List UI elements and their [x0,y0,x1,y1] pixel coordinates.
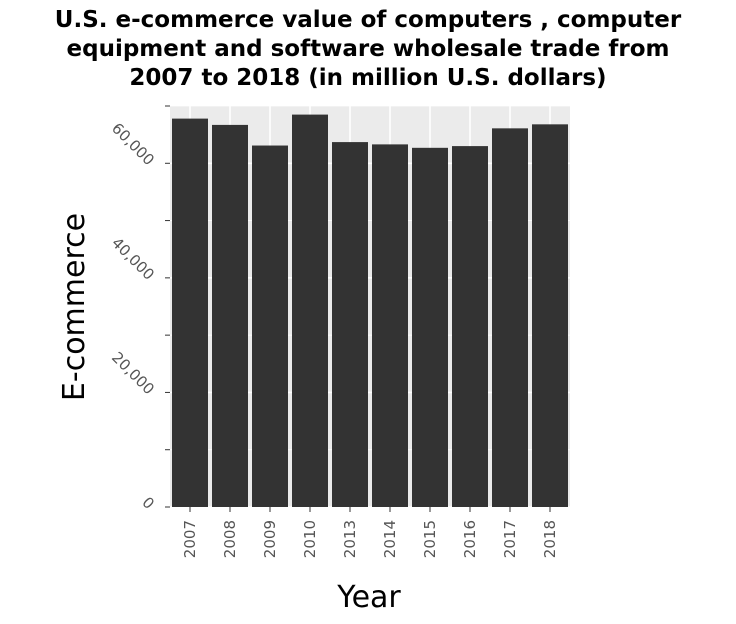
bars [172,114,568,508]
x-tick-label: 2009 [261,520,279,558]
y-axis-label: E-commerce [57,213,92,401]
x-tick-label: 2010 [301,520,319,558]
bar-2008 [212,124,248,507]
y-axis: 0 20,000 40,000 60,000 [108,105,170,513]
x-tick-label: 2013 [341,520,359,558]
y-tick-label: 20,000 [108,348,158,398]
x-tick-label: 2017 [501,520,519,558]
bar-2014 [372,144,408,508]
x-tick-label: 2016 [461,520,479,558]
x-tick-label: 2014 [381,520,399,558]
x-tick-label: 2018 [541,520,559,558]
chart-title-line-3: 2007 to 2018 (in million U.S. dollars) [129,65,607,91]
bar-2016 [452,146,488,507]
x-tick-label: 2015 [421,520,439,558]
y-tick-label: 40,000 [108,234,158,284]
bar-2018 [532,124,568,508]
x-axis: 2007 2008 2009 2010 2013 2014 2015 2016 2017 2018 [181,507,559,558]
bar-2017 [492,128,528,507]
bar-2015 [412,147,448,507]
bar-2013 [332,142,368,507]
bar-2010 [292,114,328,507]
chart-title-line-2: equipment and software wholesale trade f… [66,36,670,62]
y-tick-label: 0 [138,493,157,512]
x-tick-label: 2007 [181,520,199,558]
x-tick-label: 2008 [221,520,239,558]
bar-2007 [172,118,208,508]
chart-title-line-1: U.S. e-commerce value of computers , com… [54,7,682,33]
chart-title: U.S. e-commerce value of computers , com… [0,6,736,93]
x-axis-label: Year [336,580,401,615]
y-tick-label: 60,000 [108,119,158,169]
bar-2009 [252,145,288,507]
